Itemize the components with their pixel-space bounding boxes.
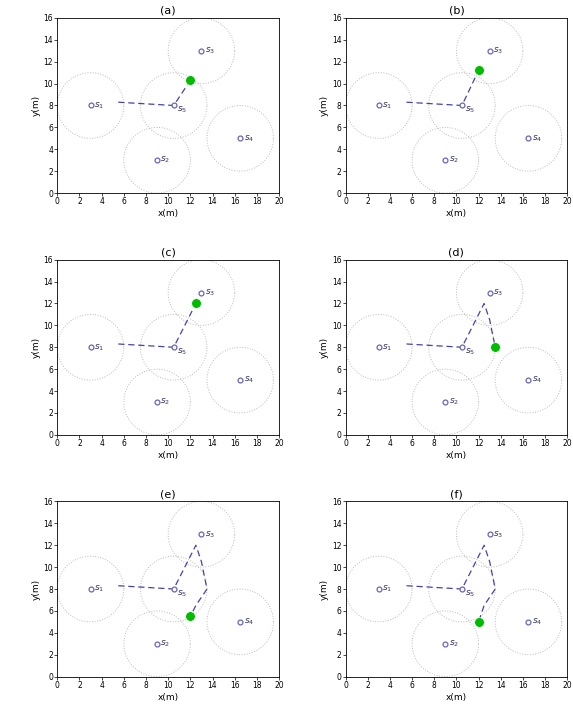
Text: $s_{2}$: $s_{2}$ — [160, 397, 171, 407]
Text: $s_{2}$: $s_{2}$ — [160, 639, 171, 649]
Text: $s_{1}$: $s_{1}$ — [94, 584, 104, 594]
Title: (b): (b) — [449, 6, 464, 16]
Y-axis label: y(m): y(m) — [32, 579, 41, 599]
Text: $s_{4}$: $s_{4}$ — [532, 133, 542, 144]
Text: $s_{1}$: $s_{1}$ — [382, 100, 393, 111]
Text: $s_{4}$: $s_{4}$ — [244, 375, 254, 385]
Text: $s_{5}$: $s_{5}$ — [177, 588, 187, 599]
X-axis label: x(m): x(m) — [158, 209, 179, 218]
Text: $s_{2}$: $s_{2}$ — [449, 397, 459, 407]
Text: $s_{4}$: $s_{4}$ — [532, 375, 542, 385]
X-axis label: x(m): x(m) — [158, 451, 179, 460]
Text: $s_{3}$: $s_{3}$ — [205, 287, 215, 298]
Y-axis label: y(m): y(m) — [320, 95, 329, 116]
Y-axis label: y(m): y(m) — [320, 337, 329, 358]
Text: $s_{4}$: $s_{4}$ — [244, 133, 254, 144]
Text: $s_{2}$: $s_{2}$ — [160, 155, 171, 165]
Text: $s_{1}$: $s_{1}$ — [382, 584, 393, 594]
Title: (d): (d) — [449, 248, 464, 258]
Text: $s_{5}$: $s_{5}$ — [177, 347, 187, 357]
Y-axis label: y(m): y(m) — [32, 95, 41, 116]
Text: $s_{3}$: $s_{3}$ — [493, 287, 503, 298]
Text: $s_{2}$: $s_{2}$ — [449, 639, 459, 649]
Text: $s_{1}$: $s_{1}$ — [94, 342, 104, 352]
Title: (c): (c) — [160, 248, 175, 258]
Text: $s_{3}$: $s_{3}$ — [205, 529, 215, 540]
X-axis label: x(m): x(m) — [158, 692, 179, 702]
X-axis label: x(m): x(m) — [446, 692, 467, 702]
Y-axis label: y(m): y(m) — [320, 579, 329, 599]
Title: (f): (f) — [450, 489, 463, 499]
Text: $s_{2}$: $s_{2}$ — [449, 155, 459, 165]
X-axis label: x(m): x(m) — [446, 209, 467, 218]
Text: $s_{1}$: $s_{1}$ — [94, 100, 104, 111]
Text: $s_{3}$: $s_{3}$ — [493, 529, 503, 540]
Text: $s_{1}$: $s_{1}$ — [382, 342, 393, 352]
Text: $s_{4}$: $s_{4}$ — [532, 616, 542, 627]
X-axis label: x(m): x(m) — [446, 451, 467, 460]
Text: $s_{3}$: $s_{3}$ — [205, 46, 215, 56]
Text: $s_{5}$: $s_{5}$ — [465, 347, 476, 357]
Text: $s_{4}$: $s_{4}$ — [244, 616, 254, 627]
Text: $s_{5}$: $s_{5}$ — [465, 105, 476, 115]
Text: $s_{5}$: $s_{5}$ — [465, 588, 476, 599]
Y-axis label: y(m): y(m) — [32, 337, 41, 358]
Text: $s_{3}$: $s_{3}$ — [493, 46, 503, 56]
Title: (a): (a) — [160, 6, 176, 16]
Text: $s_{5}$: $s_{5}$ — [177, 105, 187, 115]
Title: (e): (e) — [160, 489, 176, 499]
